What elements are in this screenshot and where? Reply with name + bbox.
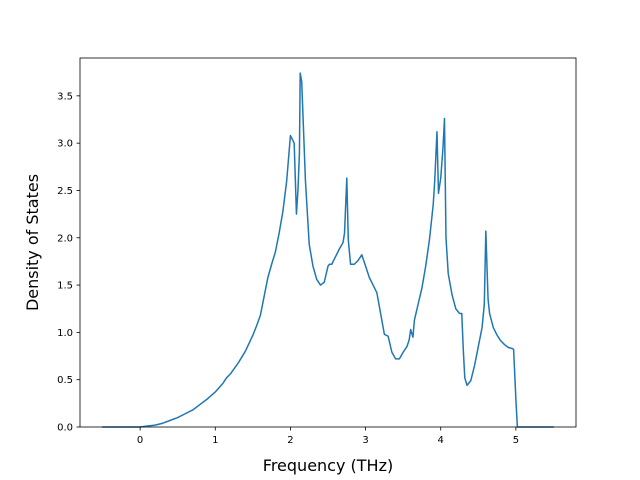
y-tick-label: 1.0 bbox=[57, 328, 73, 339]
plot-area bbox=[101, 72, 555, 428]
x-tick-label: 1 bbox=[212, 435, 218, 446]
x-tick-label: 2 bbox=[287, 435, 293, 446]
x-tick-label: 0 bbox=[137, 435, 143, 446]
y-axis-label: Density of States bbox=[23, 174, 42, 311]
x-tick-label: 3 bbox=[362, 435, 368, 446]
y-tick-label: 1.5 bbox=[57, 281, 73, 292]
x-tick-label: 4 bbox=[438, 435, 444, 446]
x-axis-ticks: 0 1 2 3 4 5 bbox=[137, 427, 519, 446]
y-tick-label: 0.0 bbox=[57, 423, 73, 434]
dos-series-line bbox=[101, 72, 555, 428]
x-axis-label: Frequency (THz) bbox=[263, 456, 393, 475]
axes-frame bbox=[79, 57, 577, 428]
y-tick-label: 0.5 bbox=[57, 375, 73, 386]
x-tick-label: 5 bbox=[513, 435, 519, 446]
y-tick-label: 2.0 bbox=[57, 233, 73, 244]
y-tick-label: 3.0 bbox=[57, 139, 73, 150]
y-tick-label: 2.5 bbox=[57, 186, 73, 197]
y-axis-ticks: 0.0 0.5 1.0 1.5 2.0 2.5 3.0 3.5 bbox=[57, 91, 80, 434]
y-tick-label: 3.5 bbox=[57, 91, 73, 102]
